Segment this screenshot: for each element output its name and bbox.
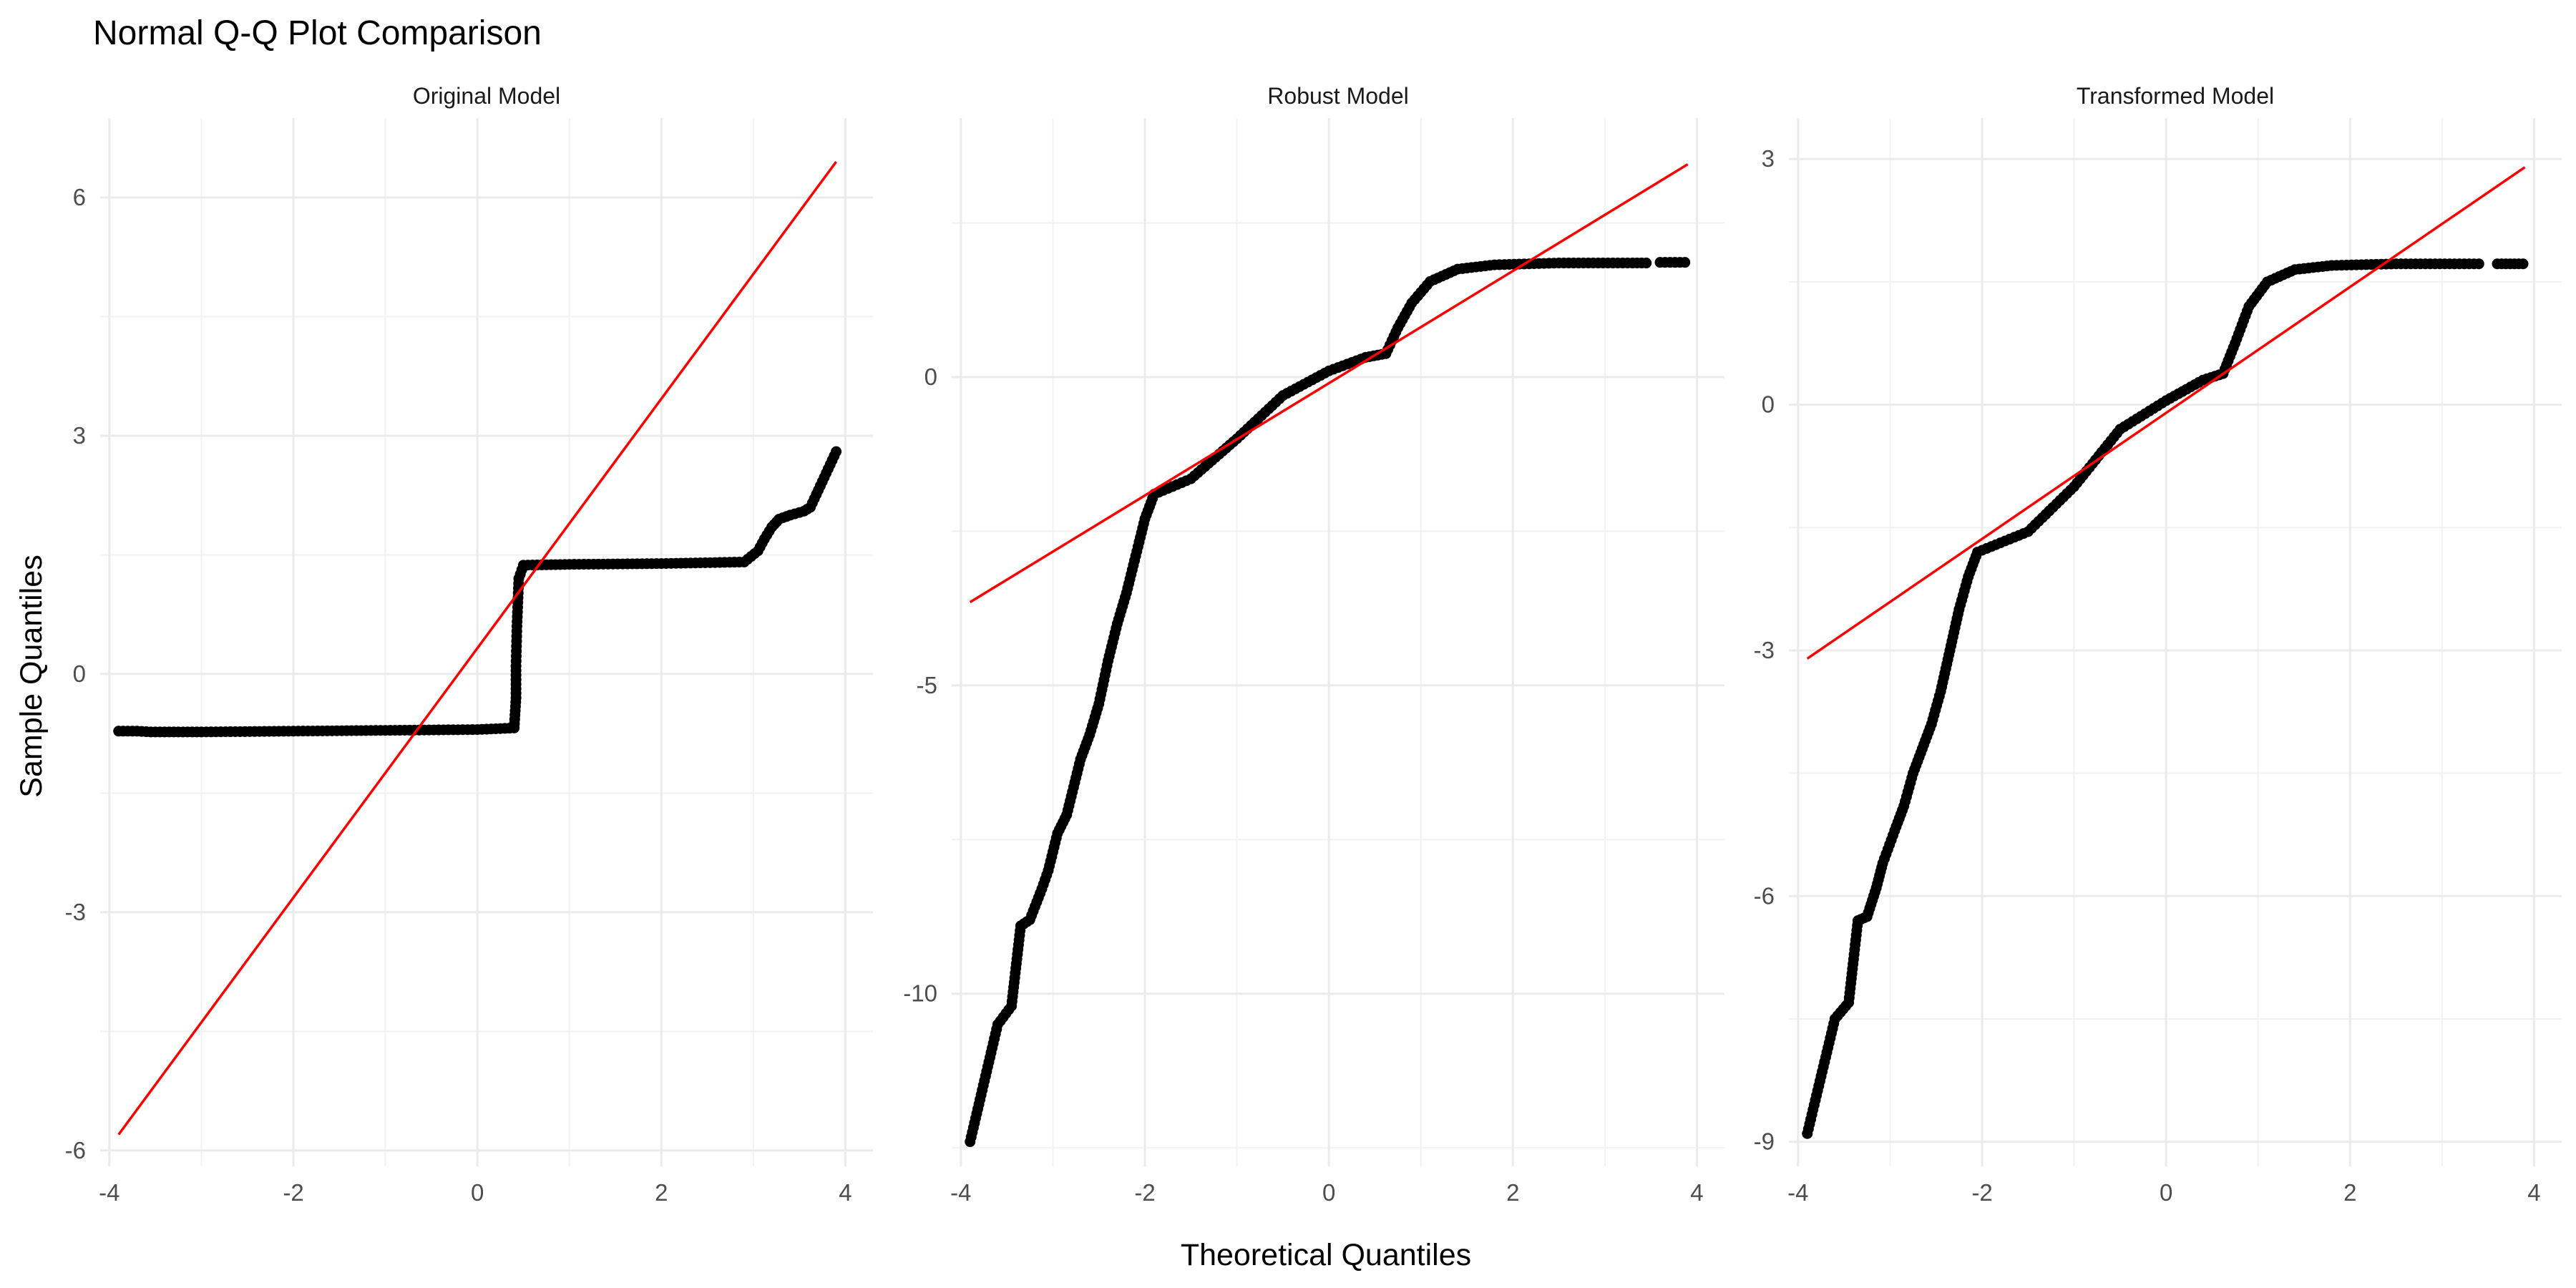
x-tick-label: -2 (1971, 1179, 1992, 1206)
y-tick-label: -6 (65, 1137, 86, 1163)
x-tick-label: -2 (1134, 1179, 1155, 1206)
y-tick-label: -6 (1754, 882, 1775, 909)
panel-1: Original Model -4 -2 0 2 4 -6 -3 0 3 6 (65, 83, 873, 1206)
x-tick-label: 0 (471, 1179, 484, 1206)
y-tick-label: -3 (1754, 637, 1775, 663)
reference-line (1806, 166, 2526, 660)
panel-2: Robust Model -4 -2 0 2 4 -10 -5 0 (903, 83, 1724, 1206)
x-tick-label: 4 (1690, 1179, 1703, 1206)
facet-panels: Original Model -4 -2 0 2 4 -6 -3 0 3 6 Robust Model… (65, 83, 2562, 1206)
x-tick-label: 2 (655, 1179, 668, 1206)
y-tick-label: -9 (1754, 1128, 1775, 1155)
reference-line (969, 163, 1689, 603)
x-tick-label: -4 (99, 1179, 119, 1206)
y-axis-label: Sample Quantiles (14, 555, 49, 797)
y-tick-label: 0 (1762, 391, 1775, 418)
panel-title: Original Model (413, 83, 560, 109)
x-tick-label: -4 (1787, 1179, 1808, 1206)
y-tick-label: -3 (65, 899, 86, 925)
sample-points (965, 257, 1691, 1148)
y-tick-label: 0 (73, 660, 86, 687)
panel-title: Transformed Model (2077, 83, 2274, 109)
y-tick-label: -5 (917, 672, 937, 698)
y-tick-label: 3 (1762, 145, 1775, 172)
x-tick-label: 4 (2527, 1179, 2540, 1206)
x-tick-label: -2 (283, 1179, 303, 1206)
y-tick-label: -10 (903, 980, 937, 1007)
y-tick-label: 6 (73, 184, 86, 210)
reference-line (117, 161, 837, 1136)
sample-point (2517, 258, 2529, 270)
x-tick-label: 0 (1322, 1179, 1335, 1206)
sample-point (1641, 258, 1652, 269)
sample-point (831, 446, 842, 457)
sample-points (1802, 258, 2529, 1139)
x-axis-label: Theoretical Quantiles (1181, 1238, 1471, 1272)
chart-title: Normal Q-Q Plot Comparison (93, 14, 542, 52)
y-tick-label: 3 (73, 422, 86, 449)
sample-points (113, 446, 842, 738)
y-tick-label: 0 (924, 364, 937, 390)
sample-point (2473, 258, 2484, 270)
sample-point (1679, 257, 1691, 268)
panel-title: Robust Model (1267, 83, 1408, 109)
x-tick-label: 4 (839, 1179, 852, 1206)
panel-3: Transformed Model -4 -2 0 2 4 -9 -6 -3 0 3 (1754, 83, 2562, 1206)
x-tick-label: 2 (2343, 1179, 2356, 1206)
x-tick-label: 0 (2160, 1179, 2172, 1206)
x-tick-label: -4 (950, 1179, 971, 1206)
x-tick-label: 2 (1506, 1179, 1519, 1206)
